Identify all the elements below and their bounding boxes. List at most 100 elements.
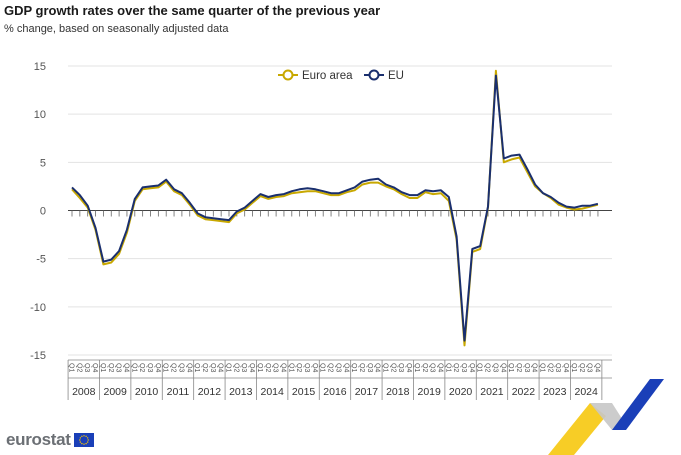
x-quarter-label: Q4: [468, 363, 475, 372]
x-quarter-label: Q1: [99, 363, 106, 372]
x-quarter-label: Q1: [162, 363, 169, 372]
x-quarter-label: Q1: [476, 363, 483, 372]
x-quarter-label: Q2: [546, 363, 553, 372]
x-year-label: 2021: [480, 386, 504, 398]
x-quarter-label: Q3: [177, 363, 184, 372]
flag-star: [85, 442, 87, 445]
x-quarter-label: Q1: [413, 363, 420, 372]
x-year-label: 2024: [574, 386, 598, 398]
eurostat-logo: eurostat: [6, 430, 94, 450]
x-quarter-label: Q1: [287, 363, 294, 372]
x-year-label: 2013: [229, 386, 253, 398]
x-quarter-label: Q1: [130, 363, 137, 372]
decorative-chevrons: [548, 379, 664, 455]
flag-star: [85, 435, 87, 438]
x-year-label: 2015: [292, 386, 316, 398]
series-lines: [71, 69, 599, 347]
x-quarter-label: Q1: [570, 363, 577, 372]
x-year-label: 2010: [135, 386, 159, 398]
x-quarter-label: Q4: [279, 363, 286, 372]
y-tick-label: -15: [30, 350, 46, 362]
eu-flag-icon: [73, 433, 94, 447]
flag-star: [86, 437, 89, 439]
legend[interactable]: Euro area EU: [278, 69, 404, 82]
series-line-euro-area: [71, 69, 599, 347]
x-year-label: 2018: [386, 386, 410, 398]
x-quarter-label: Q2: [295, 363, 302, 372]
x-year-label: 2019: [417, 386, 441, 398]
y-tick-label: 0: [40, 206, 46, 218]
y-tick-label: 5: [40, 157, 46, 169]
x-quarter-label: Q1: [193, 363, 200, 372]
x-year-label: 2012: [198, 386, 222, 398]
x-year-label: 2011: [167, 386, 190, 398]
x-quarter-label: Q2: [138, 363, 145, 372]
x-year-label: 2016: [323, 386, 347, 398]
flag-star: [82, 435, 85, 437]
x-quarter-label: Q2: [515, 363, 522, 372]
x-quarter-label: Q1: [68, 363, 75, 372]
x-quarter-label: Q2: [170, 363, 177, 372]
flag-star: [86, 441, 89, 443]
x-year-label: 2008: [72, 386, 96, 398]
x-quarter-label: Q3: [366, 363, 373, 372]
x-year-label: 2017: [355, 386, 379, 398]
x-quarter-label: Q2: [264, 363, 271, 372]
logo-text: eurostat: [6, 430, 71, 449]
x-quarter-label: Q4: [374, 363, 381, 372]
x-quarter-label: Q4: [562, 363, 569, 372]
x-quarter-label: Q2: [578, 363, 585, 372]
legend-label: EU: [388, 70, 404, 82]
x-quarter-label: Q3: [460, 363, 467, 372]
x-quarter-label: Q2: [201, 363, 208, 372]
x-quarter-label: Q3: [397, 363, 404, 372]
flag-star: [79, 441, 81, 443]
series-line-eu: [71, 74, 599, 342]
y-axis-ticks: 15 10 5 0 -5 -10 -15: [30, 61, 46, 362]
legend-swatch-marker: [282, 69, 294, 81]
x-quarter-label: Q3: [523, 363, 530, 372]
x-quarter-label: Q4: [405, 363, 412, 372]
x-quarter-label: Q3: [115, 363, 122, 372]
x-quarter-label: Q1: [319, 363, 326, 372]
legend-swatch-marker: [368, 69, 380, 81]
legend-item-euro-area[interactable]: Euro area: [278, 69, 353, 82]
x-quarter-label: Q3: [146, 363, 153, 372]
x-quarter-label: Q2: [107, 363, 114, 372]
flag-star: [80, 435, 83, 438]
x-quarter-label: Q3: [554, 363, 561, 372]
x-quarter-label: Q4: [499, 363, 506, 372]
x-quarter-label: Q4: [122, 363, 129, 372]
x-quarter-label: Q2: [389, 363, 396, 372]
x-quarter-label: Q3: [429, 363, 436, 372]
y-tick-label: -10: [30, 302, 46, 314]
x-quarter-label: Q1: [382, 363, 389, 372]
x-quarter-label: Q1: [444, 363, 451, 372]
x-quarter-label: Q4: [91, 363, 98, 372]
x-quarter-label: Q3: [83, 363, 90, 372]
x-quarter-label: Q4: [593, 363, 600, 372]
flag-star: [79, 437, 81, 439]
x-year-label: 2020: [449, 386, 473, 398]
page-subtitle: % change, based on seasonally adjusted d…: [4, 23, 229, 35]
x-quarter-label: Q1: [539, 363, 546, 372]
x-quarter-label: Q2: [452, 363, 459, 372]
x-quarter-label: Q2: [75, 363, 82, 372]
x-quarter-label: Q2: [484, 363, 491, 372]
x-year-label: 2009: [103, 386, 127, 398]
legend-item-eu[interactable]: EU: [364, 69, 404, 82]
x-quarter-label: Q4: [248, 363, 255, 372]
x-quarter-label: Q2: [232, 363, 239, 372]
x-quarter-label: Q3: [209, 363, 216, 372]
x-quarter-label: Q1: [225, 363, 232, 372]
flag-star: [82, 443, 85, 445]
x-year-label: 2022: [512, 386, 536, 398]
x-quarter-label: Q4: [185, 363, 192, 372]
x-quarter-label: Q4: [342, 363, 349, 372]
y-tick-label: 15: [34, 61, 46, 73]
deco-blue-chevron: [612, 379, 664, 430]
x-quarter-label: Q3: [240, 363, 247, 372]
x-quarter-label: Q4: [531, 363, 538, 372]
